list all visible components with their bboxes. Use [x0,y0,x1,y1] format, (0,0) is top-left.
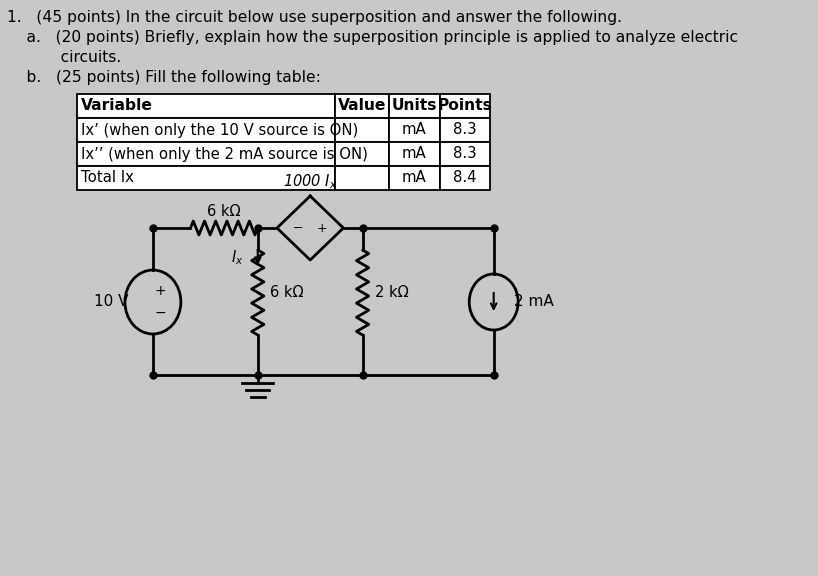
Text: 1.   (45 points) In the circuit below use superposition and answer the following: 1. (45 points) In the circuit below use … [7,10,622,25]
Bar [77,166,335,190]
Text: $\mathit{I}_x$: $\mathit{I}_x$ [231,249,244,267]
Text: 8.3: 8.3 [453,146,477,161]
Bar [439,142,490,166]
Bar [439,166,490,190]
Text: a.   (20 points) Briefly, explain how the superposition principle is applied to : a. (20 points) Briefly, explain how the … [7,30,738,45]
Text: mA: mA [402,146,426,161]
Text: 2 mA: 2 mA [514,294,554,309]
Text: circuits.: circuits. [7,50,121,65]
Text: Variable: Variable [81,98,153,113]
Bar [77,142,335,166]
Text: Points: Points [438,98,492,113]
Bar [389,166,439,190]
Text: mA: mA [402,123,426,138]
Text: 2 kΩ: 2 kΩ [375,285,408,300]
Bar [389,118,439,142]
Bar [335,142,389,166]
Bar [389,142,439,166]
Bar [335,118,389,142]
Bar [389,94,439,118]
Text: 1000 $\mathit{I}_x$: 1000 $\mathit{I}_x$ [283,173,337,191]
Text: 10 V: 10 V [94,294,128,309]
Text: Total Ix: Total Ix [81,170,134,185]
Text: Ix’’ (when only the 2 mA source is ON): Ix’’ (when only the 2 mA source is ON) [81,146,368,161]
Text: +: + [154,284,166,298]
Text: Value: Value [338,98,386,113]
Bar [439,94,490,118]
Text: 6 kΩ: 6 kΩ [270,285,303,300]
Text: b.   (25 points) Fill the following table:: b. (25 points) Fill the following table: [7,70,321,85]
Text: 8.3: 8.3 [453,123,477,138]
Text: 8.4: 8.4 [453,170,477,185]
Text: −: − [154,306,166,320]
Text: Units: Units [392,98,437,113]
Bar [439,118,490,142]
Text: +: + [317,222,328,234]
Bar [77,94,335,118]
Text: −: − [293,222,303,234]
Bar [335,94,389,118]
Bar [77,118,335,142]
Text: mA: mA [402,170,426,185]
Bar [335,166,389,190]
Text: 6 kΩ: 6 kΩ [208,204,240,219]
Text: Ix’ (when only the 10 V source is ON): Ix’ (when only the 10 V source is ON) [81,123,358,138]
